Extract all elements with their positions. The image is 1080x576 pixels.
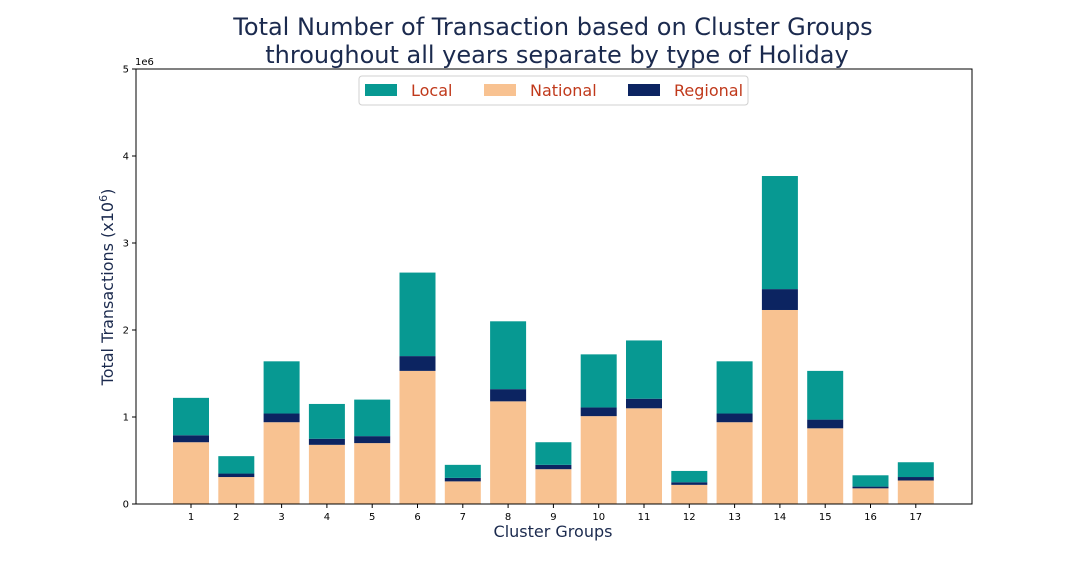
x-tick-label: 3: [278, 512, 284, 523]
x-tick-label: 15: [819, 512, 832, 523]
bar-national-cluster-14: [761, 309, 798, 504]
bar-national-cluster-17: [897, 480, 934, 504]
bar-regional-cluster-11: [626, 398, 662, 409]
x-axis-label: Cluster Groups: [494, 522, 613, 541]
bar-regional-cluster-3: [263, 413, 300, 423]
y-offset-text: 1e6: [135, 57, 154, 68]
y-axis-label-exponent: 6: [97, 195, 110, 202]
bar-national-cluster-4: [308, 444, 345, 504]
bar-regional-cluster-5: [354, 436, 391, 444]
x-tick-label: 13: [728, 512, 741, 523]
bar-regional-cluster-15: [807, 419, 844, 429]
legend-label-regional: Regional: [674, 81, 743, 100]
bar-regional-cluster-14: [761, 289, 798, 310]
bar-regional-cluster-1: [173, 435, 209, 443]
bar-national-cluster-7: [444, 481, 481, 504]
bar-regional-cluster-12: [671, 482, 708, 485]
bar-local-cluster-11: [626, 340, 662, 399]
bar-local-cluster-13: [716, 361, 753, 414]
x-tick-label: 8: [505, 512, 511, 523]
bar-local-cluster-7: [444, 464, 481, 478]
bar-national-cluster-12: [671, 484, 708, 504]
y-tick-label: 0: [123, 500, 129, 511]
x-tick-label: 2: [233, 512, 239, 523]
x-tick-label: 7: [460, 512, 466, 523]
bar-local-cluster-10: [580, 354, 617, 408]
x-tick-label: 17: [909, 512, 922, 523]
axes-frame: [135, 68, 973, 505]
bar-local-cluster-9: [535, 442, 572, 465]
bar-national-cluster-16: [852, 488, 889, 504]
x-tick-label: 5: [369, 512, 375, 523]
bar-local-cluster-2: [218, 456, 255, 474]
legend-label-national: National: [530, 81, 597, 100]
y-tick-label: 5: [123, 65, 129, 76]
bar-national-cluster-13: [716, 422, 753, 504]
x-tick-label: 9: [550, 512, 556, 523]
x-tick-label: 14: [774, 512, 787, 523]
legend-label-local: Local: [411, 81, 452, 100]
bar-local-cluster-12: [671, 470, 708, 483]
bar-local-cluster-3: [263, 361, 300, 414]
legend-swatch-national: [484, 84, 516, 96]
x-tick-label: 16: [864, 512, 877, 523]
y-tick-label: 4: [123, 152, 129, 163]
bar-regional-cluster-10: [580, 407, 617, 417]
bar-regional-cluster-6: [399, 356, 436, 371]
chart-title-line-2: throughout all years separate by type of…: [265, 41, 848, 69]
bar-regional-cluster-17: [897, 477, 934, 481]
bar-local-cluster-16: [852, 475, 889, 487]
legend-swatch-regional: [628, 84, 660, 96]
bar-regional-cluster-7: [444, 477, 481, 482]
bar-national-cluster-2: [218, 477, 255, 504]
bar-regional-cluster-13: [716, 413, 753, 423]
bar-local-cluster-4: [308, 403, 345, 439]
bar-national-cluster-1: [173, 442, 209, 504]
legend-swatch-local: [365, 84, 397, 96]
bar-local-cluster-1: [173, 397, 209, 436]
bar-regional-cluster-8: [490, 389, 527, 402]
bar-local-cluster-8: [490, 321, 527, 390]
bar-local-cluster-6: [399, 272, 436, 357]
bar-national-cluster-5: [354, 443, 391, 504]
chart-title-line-1: Total Number of Transaction based on Clu…: [232, 13, 872, 41]
bar-national-cluster-8: [490, 401, 527, 504]
bar-local-cluster-5: [354, 399, 391, 437]
bar-regional-cluster-2: [218, 473, 255, 478]
bar-local-cluster-15: [807, 370, 844, 420]
bar-local-cluster-14: [761, 176, 798, 290]
bar-national-cluster-15: [807, 428, 844, 504]
bar-regional-cluster-9: [535, 464, 572, 470]
x-tick-label: 10: [592, 512, 605, 523]
y-tick-label: 3: [123, 239, 129, 250]
legend-box: [358, 75, 749, 106]
bar-national-cluster-3: [263, 422, 300, 504]
y-axis-label: Total Transactions (x106): [97, 189, 117, 387]
y-tick-label: 2: [123, 326, 129, 337]
x-tick-label: 1: [188, 512, 194, 523]
bar-local-cluster-17: [897, 462, 934, 478]
x-tick-label: 11: [638, 512, 651, 523]
bar-national-cluster-6: [399, 370, 436, 504]
y-tick-label: 1: [123, 413, 129, 424]
bar-national-cluster-9: [535, 469, 572, 504]
y-axis-label-close: ): [98, 189, 117, 195]
x-tick-label: 12: [683, 512, 696, 523]
bar-regional-cluster-16: [852, 486, 889, 489]
y-axis-label-main: Total Transactions (x10: [98, 202, 117, 386]
x-tick-label: 6: [414, 512, 420, 523]
bar-national-cluster-10: [580, 416, 617, 504]
bar-regional-cluster-4: [308, 438, 345, 445]
x-tick-label: 4: [324, 512, 330, 523]
legend: Local National Regional: [358, 75, 749, 106]
bar-national-cluster-11: [626, 408, 662, 504]
